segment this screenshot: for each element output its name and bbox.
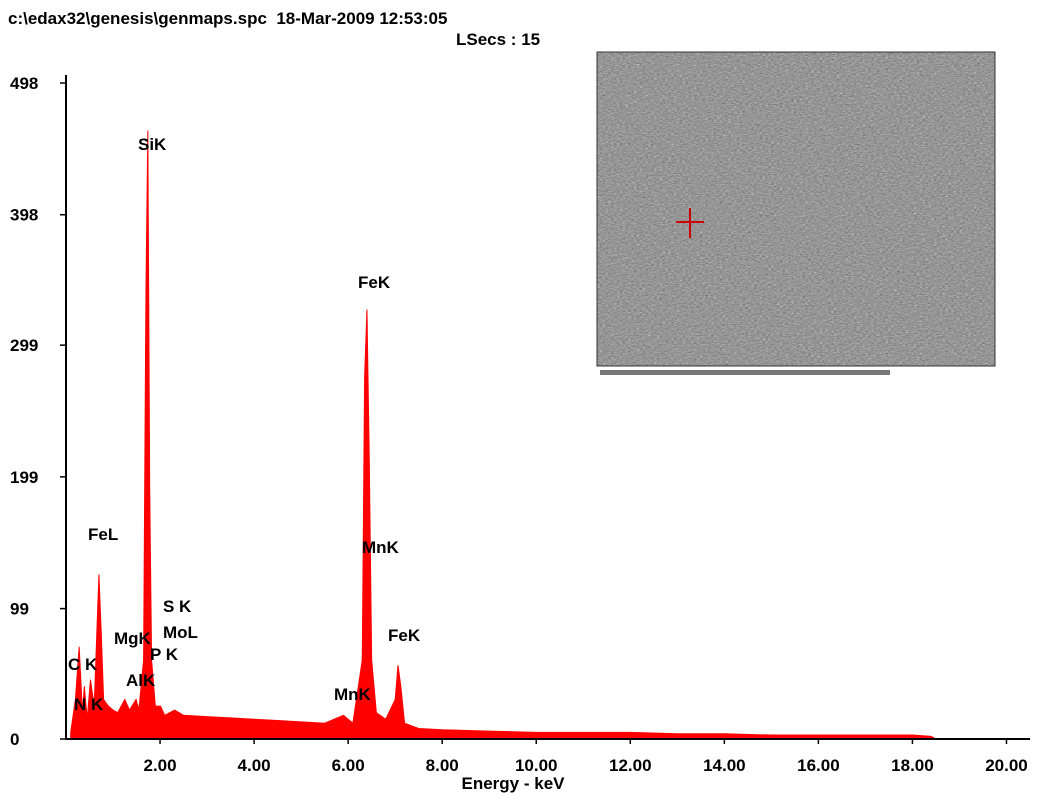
x-tick-label: 18.00: [891, 756, 934, 775]
x-tick-label: 6.00: [332, 756, 365, 775]
peak-label: FeK: [358, 273, 391, 292]
peak-label: AlK: [126, 671, 156, 690]
peak-label: MnK: [334, 685, 372, 704]
y-tick-label: 0: [10, 730, 19, 749]
x-tick-label: 4.00: [238, 756, 271, 775]
y-tick-label: 99: [10, 600, 29, 619]
x-tick-label: 14.00: [703, 756, 746, 775]
peak-label: FeK: [388, 626, 421, 645]
y-tick-label: 398: [10, 206, 38, 225]
x-tick-label: 2.00: [144, 756, 177, 775]
chart: c:\edax32\genesis\genmaps.spc 18-Mar-200…: [0, 0, 1037, 799]
peak-label: P K: [150, 645, 179, 664]
peak-label: MoL: [163, 623, 198, 642]
peak-label: MnK: [362, 538, 400, 557]
x-tick-label: 8.00: [426, 756, 459, 775]
sem-image: [597, 52, 995, 375]
x-tick-label: 16.00: [797, 756, 840, 775]
x-tick-label: 12.00: [609, 756, 652, 775]
peak-label: C K: [68, 655, 98, 674]
subtitle: LSecs : 15: [456, 30, 540, 49]
x-tick-label: 10.00: [515, 756, 558, 775]
y-tick-label: 299: [10, 336, 38, 355]
title: c:\edax32\genesis\genmaps.spc 18-Mar-200…: [8, 9, 447, 28]
peak-label: S K: [163, 597, 192, 616]
x-tick-label: 20.00: [985, 756, 1028, 775]
peak-label: MgK: [114, 629, 152, 648]
y-tick-label: 199: [10, 468, 38, 487]
peak-label: N K: [74, 695, 104, 714]
y-tick-label: 498: [10, 74, 38, 93]
peak-label: FeL: [88, 525, 118, 544]
x-axis-label: Energy - keV: [462, 774, 566, 793]
peak-label: SiK: [138, 135, 167, 154]
